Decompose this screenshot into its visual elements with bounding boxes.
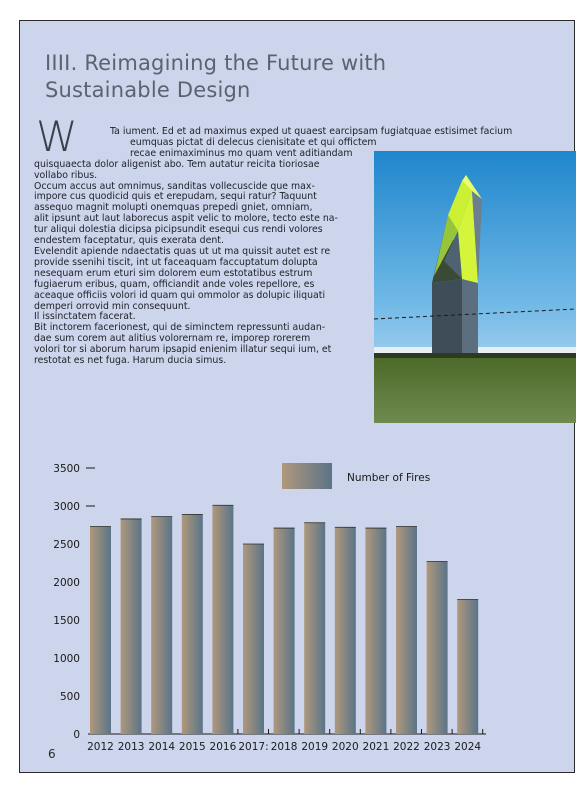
body-line: impore cus quodicid quis et erepudam, se…	[34, 191, 317, 203]
x-tick-label: 2019	[301, 741, 328, 753]
bar-2023	[426, 561, 448, 734]
y-tick-label: 2500	[53, 539, 80, 551]
bar-2021	[365, 528, 387, 734]
y-tick-label: 0	[73, 729, 80, 741]
x-tick-label: 2021	[363, 741, 390, 753]
bar-2018	[273, 528, 295, 734]
body-line: endestem faceptatur, quis exerata dent.	[34, 235, 224, 247]
drop-cap: W	[36, 112, 78, 161]
body-line: dae sum corem aut alitius volorernam re,…	[34, 333, 311, 345]
body-line: Ta iument. Ed et ad maximus exped ut qua…	[110, 126, 513, 137]
x-tick-label: 2023	[424, 741, 451, 753]
body-line: tur aliqui dolestia dicipsa picipsundit …	[34, 224, 323, 236]
y-tick-label: 3500	[53, 463, 80, 475]
y-tick-label: 500	[60, 691, 80, 703]
bar-2013	[120, 518, 142, 734]
body-line: demperi orrovid min consequunt.	[34, 300, 191, 312]
tower-illustration	[374, 151, 576, 423]
y-tick-label: 1000	[53, 653, 80, 665]
body-line: Occum accus aut omnimus, sanditas vollec…	[34, 180, 315, 192]
x-tick-label: 2013	[118, 741, 145, 753]
body-line: quisquaecta dolor aligenist abo. Tem aut…	[34, 158, 320, 170]
body-line: assequo magnit molupti onemquas prepedi …	[34, 202, 313, 214]
body-line: eumquas pictat di delecus cienisitate et…	[130, 136, 377, 148]
x-tick-label: 2012	[87, 741, 114, 753]
bar-2016	[212, 505, 234, 734]
legend-swatch	[282, 463, 332, 489]
body-line: vollabo ribus.	[34, 169, 98, 181]
y-tick-label: 1500	[53, 615, 80, 627]
y-tick-label: 3000	[53, 501, 80, 513]
bar-2020	[334, 527, 356, 734]
x-tick-label: 2016	[210, 741, 237, 753]
document-page: IIII. Reimagining the Future with Sustai…	[19, 20, 576, 773]
x-tick-label: 2014	[148, 741, 175, 753]
bar-2014	[151, 516, 173, 734]
tower-photo	[374, 151, 576, 423]
body-line: alit ipsunt aut laut laborecus aspit vel…	[34, 213, 338, 225]
bar-2017	[243, 544, 264, 734]
x-tick-label: 2015	[179, 741, 206, 753]
body-line: provide ssenihi tiscit, int ut faceaquam…	[34, 256, 318, 268]
body-line: fugiaerum eribus, quam, officiandit ande…	[34, 278, 315, 290]
body-line: volori tor si aborum harum ipsapid enien…	[34, 344, 332, 356]
body-line: aceaque officiis volori id quam qui ommo…	[34, 289, 326, 301]
body-line: Il issinctatem facerat.	[34, 311, 136, 323]
x-tick-label: 2017:	[238, 741, 268, 753]
bar-2019	[304, 522, 326, 734]
section-title: IIII. Reimagining the Future with Sustai…	[45, 51, 387, 102]
body-line: Bit inctorem facerionest, qui de siminct…	[34, 322, 326, 334]
bar-2012	[90, 526, 111, 734]
bar-2024	[457, 599, 479, 734]
bar-2015	[181, 514, 203, 734]
x-tick-label: 2020	[332, 741, 359, 753]
body-line: recae enimaximinus mo quam vent aditiand…	[130, 147, 353, 159]
legend-label: Number of Fires	[347, 472, 430, 484]
x-tick-label: 2018	[271, 741, 298, 753]
body-line: restotat es net fuga. Harum ducia simus.	[34, 355, 227, 367]
body-line: nesequam erum eturi sim dolorem eum esto…	[34, 267, 313, 279]
bar-2022	[396, 526, 417, 734]
x-tick-label: 2024	[454, 741, 481, 753]
x-tick-label: 2022	[393, 741, 420, 753]
y-tick-label: 2000	[53, 577, 80, 589]
page-number: 6	[48, 747, 56, 761]
body-line: Evelendit apiende ndaectatis quas ut ut …	[34, 245, 331, 257]
body-text: Ta iument. Ed et ad maximus exped ut qua…	[34, 126, 546, 367]
